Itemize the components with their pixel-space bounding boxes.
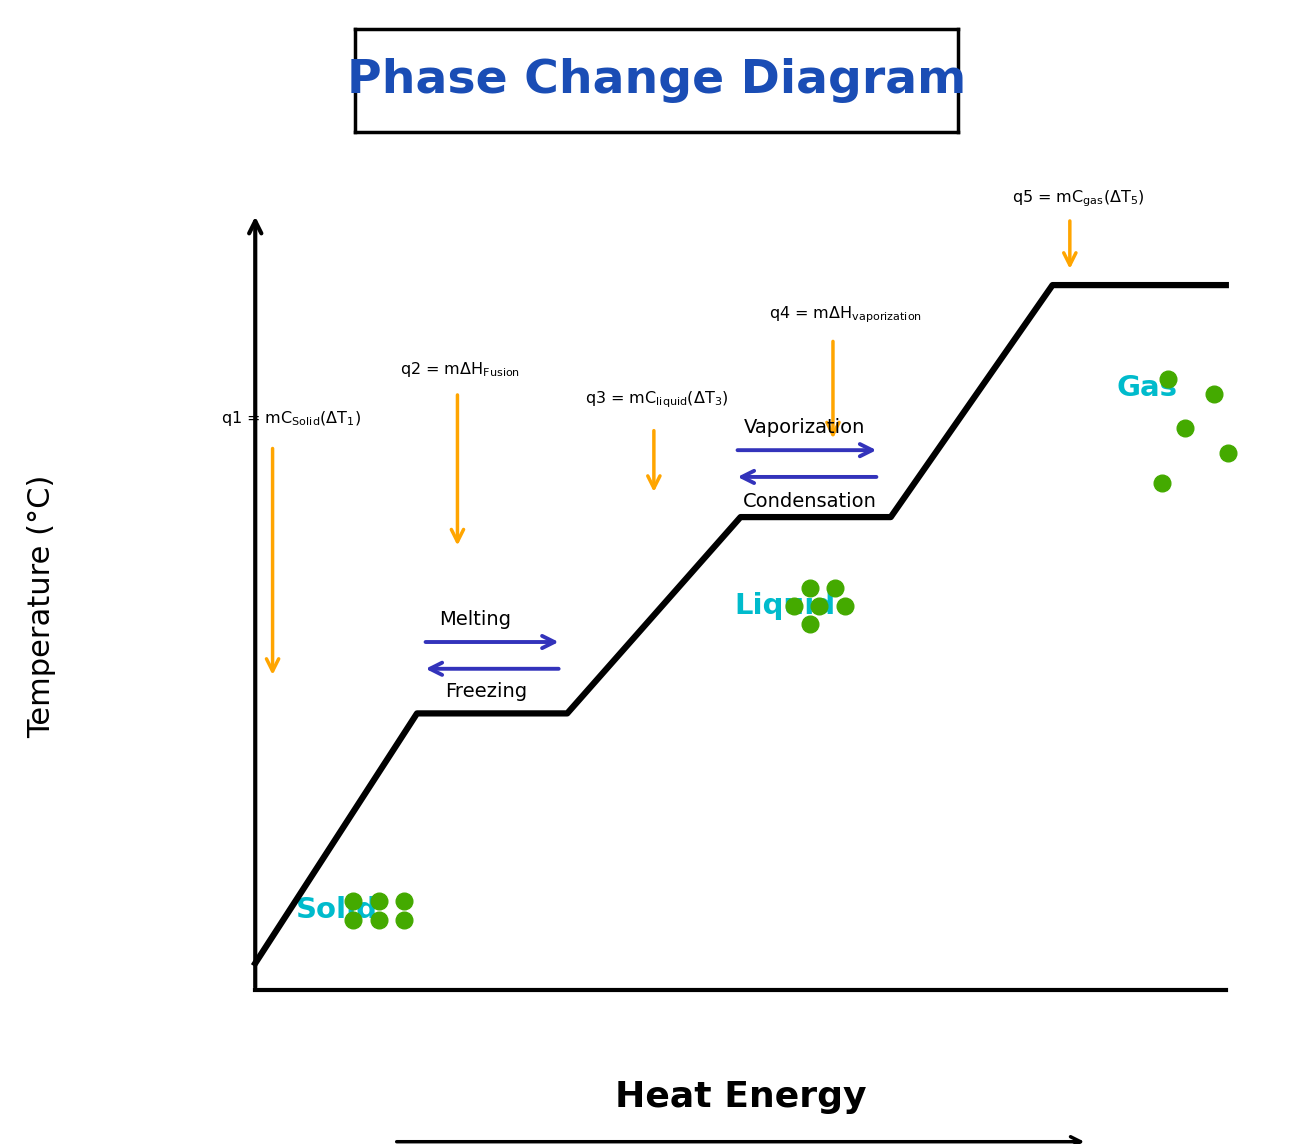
Text: q5 = mC$_{\rm gas}$($\Delta$T$_5$): q5 = mC$_{\rm gas}$($\Delta$T$_5$) (1012, 189, 1145, 209)
Text: q2 = m$\Delta$H$_{\rm Fusion}$: q2 = m$\Delta$H$_{\rm Fusion}$ (399, 359, 520, 379)
Text: Temperature (°C): Temperature (°C) (28, 475, 56, 738)
Text: q4 = m$\Delta$H$_{\rm vaporization}$: q4 = m$\Delta$H$_{\rm vaporization}$ (769, 304, 923, 325)
Text: Phase Change Diagram: Phase Change Diagram (347, 57, 966, 103)
Text: Vaporization: Vaporization (743, 418, 865, 437)
Text: Liquid: Liquid (735, 593, 836, 620)
Text: q1 = mC$_{\rm Solid}$($\Delta$T$_1$): q1 = mC$_{\rm Solid}$($\Delta$T$_1$) (221, 408, 361, 428)
Text: Solid: Solid (295, 896, 378, 923)
Text: Condensation: Condensation (743, 492, 877, 511)
Text: Freezing: Freezing (445, 682, 528, 701)
Text: q3 = mC$_{\rm liquid}$($\Delta$T$_3$): q3 = mC$_{\rm liquid}$($\Delta$T$_3$) (584, 389, 729, 410)
Text: Melting: Melting (439, 610, 511, 628)
Text: Heat Energy: Heat Energy (614, 1080, 867, 1114)
Text: Gas: Gas (1116, 374, 1176, 402)
